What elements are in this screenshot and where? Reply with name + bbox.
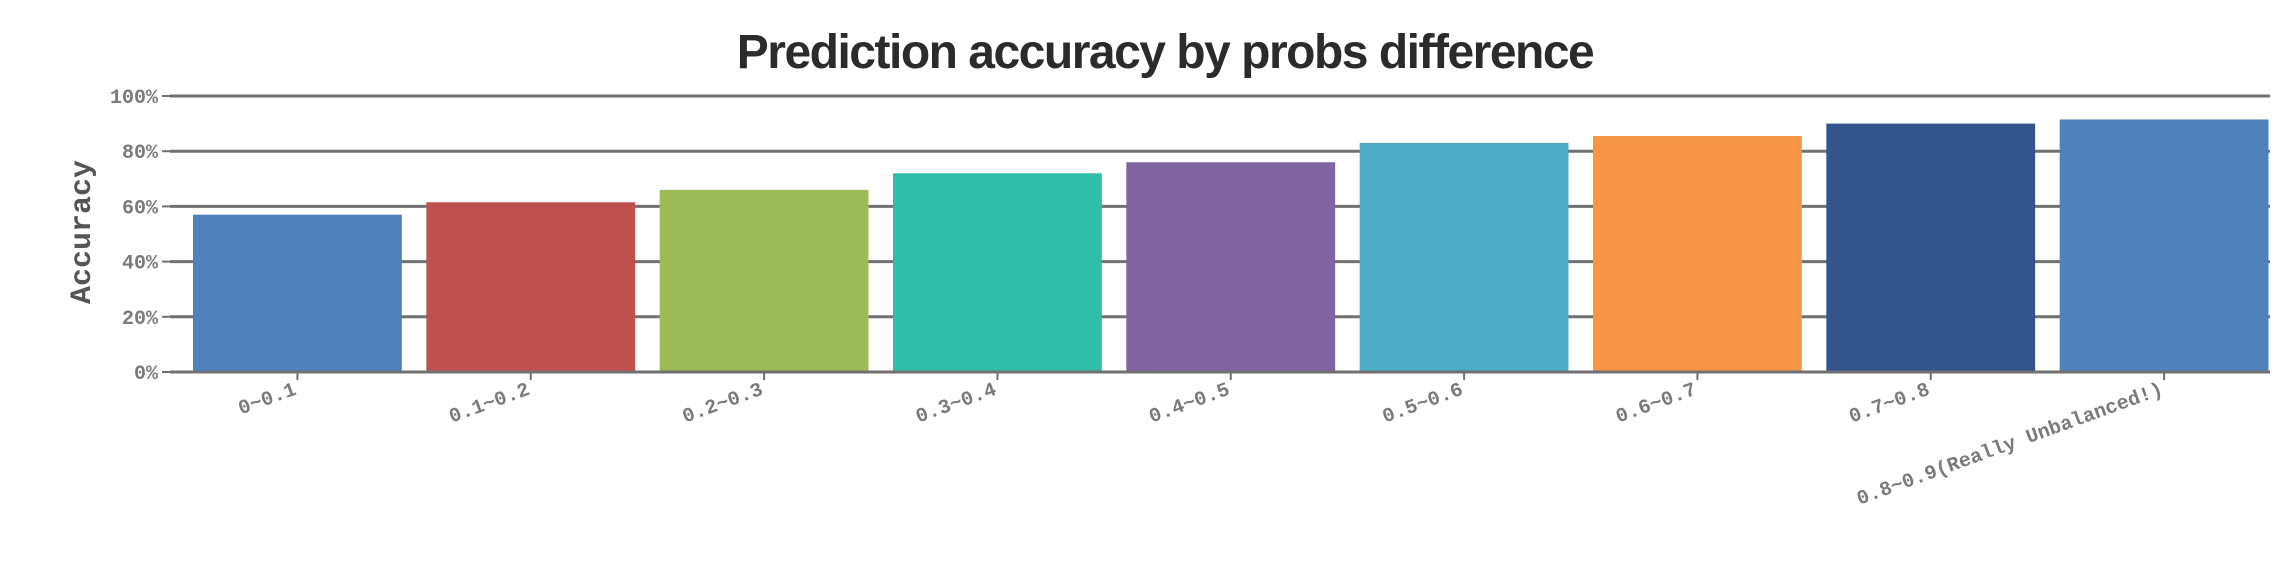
x-tick-label: 0.1~0.2 [446, 379, 533, 429]
y-tick-label: 40% [122, 253, 159, 276]
chart-title: Prediction accuracy by probs difference [737, 26, 1594, 79]
bar [2059, 119, 2269, 373]
bar [1593, 136, 1802, 372]
y-tick-label: 20% [122, 308, 159, 331]
x-tick-label: 0~0.1 [236, 379, 300, 421]
y-tick-label: 60% [122, 197, 159, 220]
x-tick-label: 0.3~0.4 [913, 379, 1000, 429]
bar [1826, 123, 2036, 372]
bar [1126, 162, 1336, 372]
x-tick-label: 0.2~0.3 [680, 379, 767, 429]
bar [659, 189, 869, 372]
x-tick-label: 0.4~0.5 [1146, 379, 1233, 429]
bar [1359, 142, 1569, 372]
y-tick-labels: 0% 20% 40% 60% 80% 100% [110, 87, 159, 386]
x-tick-labels: 0~0.1 0.1~0.2 0.2~0.3 0.3~0.4 0.4~0.5 0.5~0.6… [236, 379, 2167, 511]
y-tick-label: 80% [122, 142, 159, 165]
bars [193, 119, 2269, 373]
x-tick-label: 0.6~0.7 [1613, 379, 1700, 429]
y-axis-label: Accuracy [66, 160, 100, 304]
bar [893, 173, 1102, 372]
bar [193, 214, 402, 372]
bar [426, 202, 636, 372]
y-tick-label: 100% [110, 87, 159, 110]
y-tick-label: 0% [134, 363, 159, 386]
x-tick-label: 0.7~0.8 [1846, 379, 1933, 429]
axes [162, 95, 2270, 380]
x-tick-label: 0.5~0.6 [1380, 379, 1467, 429]
